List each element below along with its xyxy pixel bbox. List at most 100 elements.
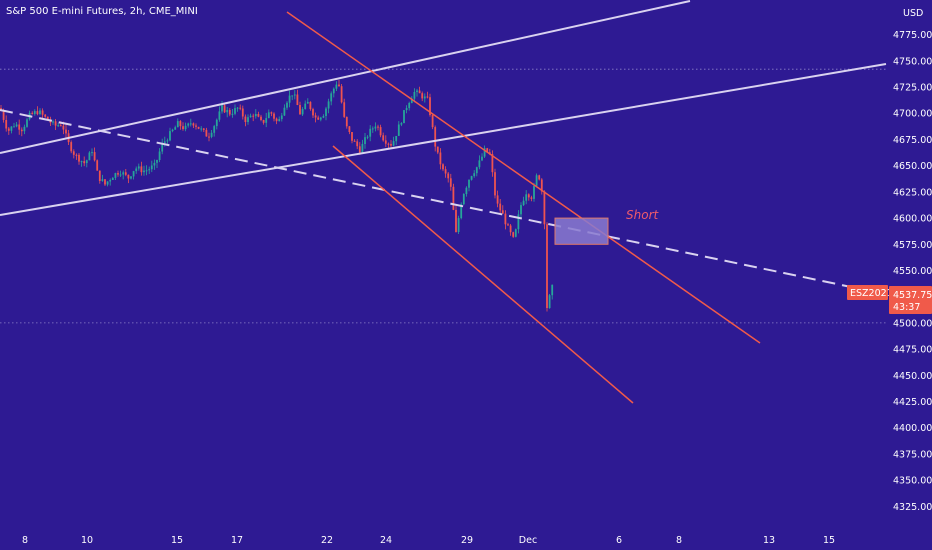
candle-body <box>468 179 470 188</box>
candle-body <box>332 88 335 94</box>
candle-body <box>540 179 543 192</box>
candle-body <box>153 162 156 166</box>
candle-body <box>483 148 486 157</box>
candle-body <box>348 126 351 132</box>
candle-body <box>343 102 346 117</box>
y-tick-label: 4725.00 <box>893 83 932 94</box>
dashed-trend-line[interactable] <box>0 109 857 289</box>
candle-body <box>304 103 307 109</box>
candle-body <box>330 93 333 102</box>
candle-body <box>70 142 73 152</box>
candle-body <box>241 108 244 117</box>
short-annotation[interactable]: Short <box>626 208 659 222</box>
x-tick-label: 8 <box>676 535 682 546</box>
candle-body <box>41 110 44 115</box>
y-tick-label: 4450.00 <box>893 371 932 382</box>
candle-body <box>46 116 49 121</box>
y-tick-label: 4550.00 <box>893 266 932 277</box>
candle-body <box>72 151 75 155</box>
candle-body <box>163 141 166 143</box>
candle-body <box>98 170 101 181</box>
candle-body <box>327 101 330 109</box>
candle-body <box>44 114 47 117</box>
candle-body <box>252 115 255 117</box>
y-tick-label: 4650.00 <box>893 161 932 172</box>
candle-body <box>223 105 226 113</box>
candle-body <box>444 169 447 174</box>
candle-body <box>491 154 494 173</box>
candle-body <box>449 178 452 187</box>
candle-body <box>457 218 460 232</box>
upper-channel-top-line[interactable] <box>0 0 691 154</box>
candle-body <box>26 119 28 127</box>
x-tick-label: 6 <box>616 535 622 546</box>
y-tick-label: 4475.00 <box>893 345 932 356</box>
candle-body <box>228 110 231 115</box>
candle-body <box>413 92 416 99</box>
candle-body <box>140 166 143 173</box>
symbol-badge[interactable] <box>847 285 888 300</box>
time-axis[interactable]: 8 10 15 17 22 24 29 Dec 6 8 13 15 <box>22 535 835 546</box>
candle-body <box>161 142 164 152</box>
candle-body <box>455 209 457 232</box>
candle-body <box>418 90 421 94</box>
countdown-label: 43:37 <box>893 302 920 313</box>
candle-body <box>306 101 309 104</box>
candle-body <box>356 141 359 147</box>
candle-body <box>319 117 322 120</box>
candle-body <box>236 107 239 109</box>
short-zone-box[interactable] <box>554 217 609 245</box>
candle-body <box>543 191 546 225</box>
candle-body <box>400 123 403 125</box>
upper-channel-bottom-line[interactable] <box>0 63 887 216</box>
candle-body <box>312 109 314 116</box>
candle-body <box>31 112 34 114</box>
last-price-badge[interactable] <box>889 286 932 314</box>
candle-body <box>452 186 455 210</box>
y-tick-label: 4775.00 <box>893 30 932 41</box>
candle-body <box>275 118 278 122</box>
candle-body <box>405 108 408 111</box>
candle-body <box>460 204 463 219</box>
candle-body <box>65 129 67 134</box>
candle-body <box>340 86 343 103</box>
candle-body <box>130 176 132 179</box>
candle-body <box>314 115 317 118</box>
down-channel-lower-line[interactable] <box>332 145 634 404</box>
candle-body <box>231 113 234 115</box>
candle-body <box>436 146 439 153</box>
candle-body <box>382 135 385 141</box>
candle-body <box>462 194 465 205</box>
candle-body <box>221 105 223 112</box>
candle-body <box>478 160 481 168</box>
candle-body <box>247 117 249 122</box>
candle-body <box>91 152 93 154</box>
candle-body <box>301 109 304 115</box>
candle-body <box>379 127 382 136</box>
chart-title: S&P 500 E-mini Futures, 2h, CME_MINI <box>6 6 198 17</box>
candle-body <box>309 101 312 110</box>
price-axis[interactable]: 4325.00 4350.00 4375.00 4400.00 4425.00 4450.… <box>893 30 932 513</box>
down-channel-upper-line[interactable] <box>286 11 761 344</box>
candle-body <box>132 171 135 177</box>
candle-body <box>156 160 158 163</box>
candle-body <box>262 120 265 123</box>
candle-body <box>499 203 502 211</box>
candle-body <box>179 121 182 127</box>
candle-body <box>512 232 515 237</box>
candle-body <box>85 160 88 164</box>
candle-body <box>114 173 117 178</box>
candle-body <box>538 175 541 180</box>
currency-label[interactable]: USD <box>903 8 923 19</box>
candle-body <box>481 156 483 161</box>
candle-body <box>408 103 411 109</box>
candle-body <box>397 124 400 136</box>
candle-body <box>234 108 236 114</box>
candle-body <box>434 127 437 147</box>
candle-body <box>174 127 177 130</box>
candle-body <box>15 124 18 127</box>
candle-body <box>514 229 517 237</box>
candle-body <box>145 170 148 172</box>
